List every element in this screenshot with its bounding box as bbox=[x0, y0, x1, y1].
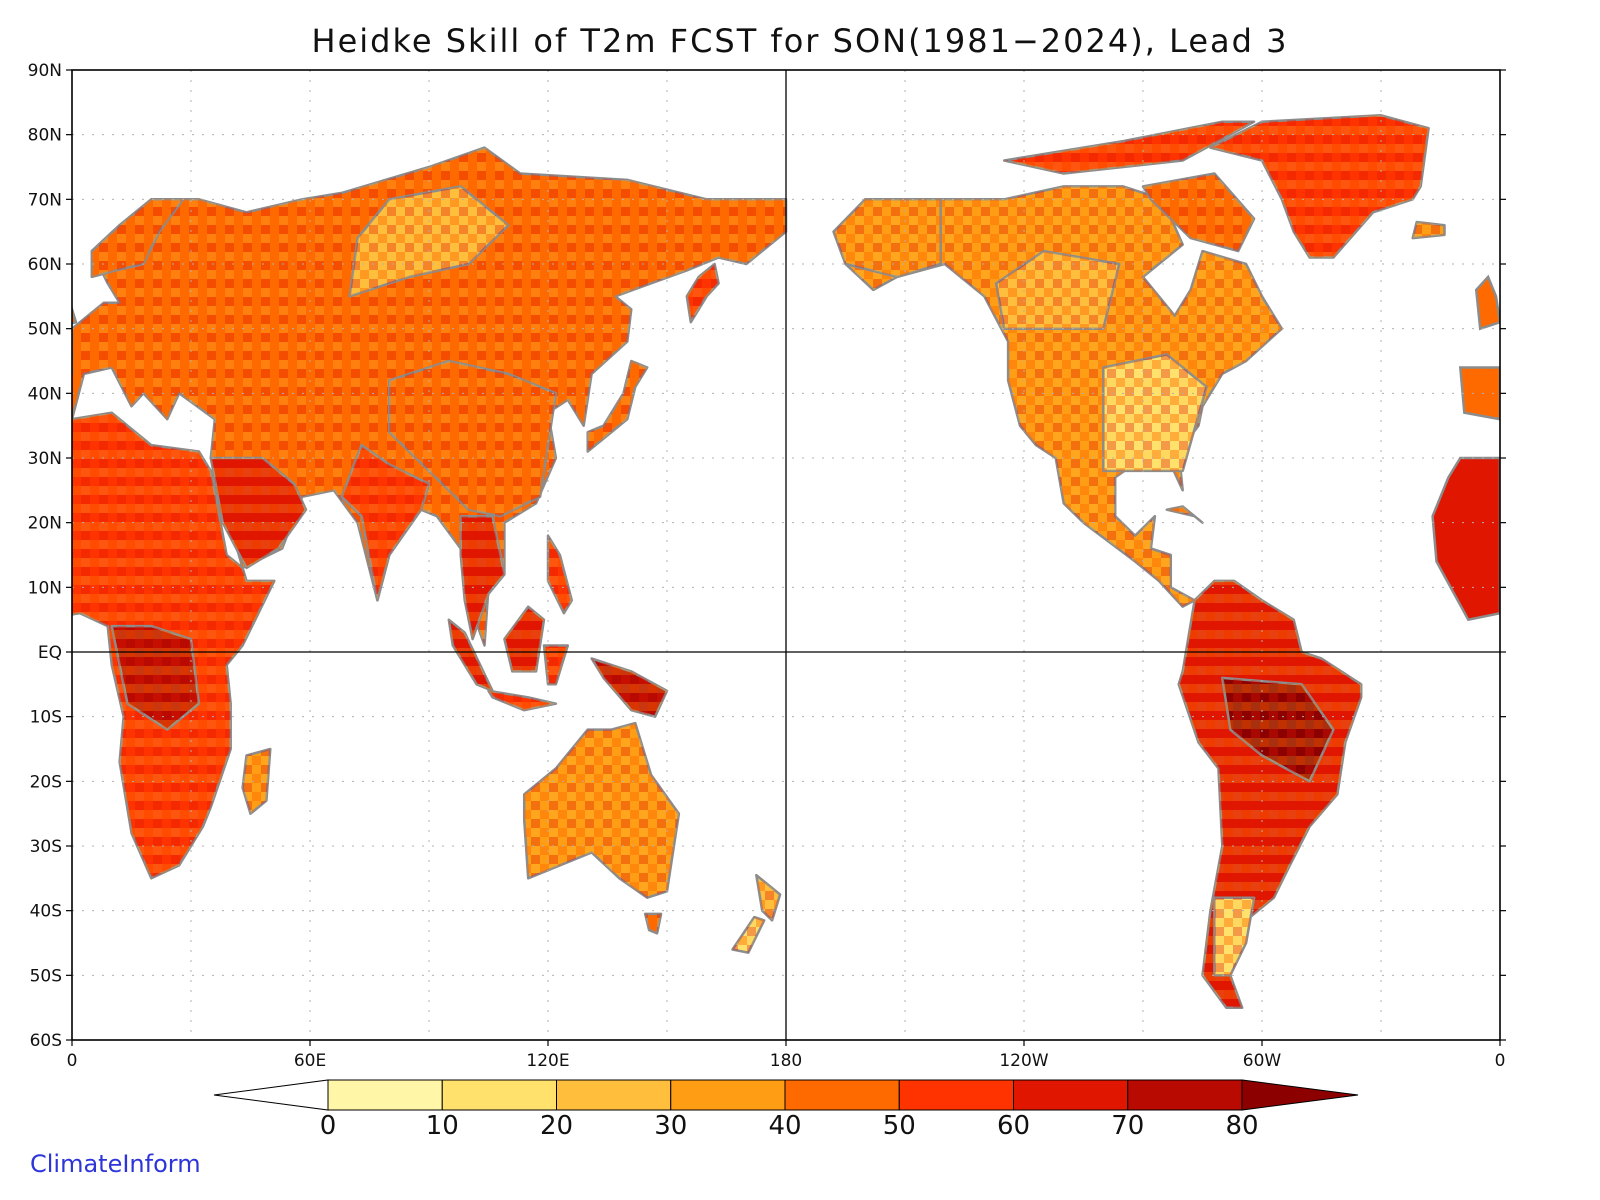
sulawesi-texture bbox=[544, 645, 568, 685]
scandinavia-texture bbox=[91, 199, 184, 277]
lat-tick-label: 30N bbox=[28, 449, 62, 469]
canada-center-texture bbox=[996, 251, 1120, 329]
greenland-texture bbox=[1210, 115, 1429, 258]
europe-wrap bbox=[1458, 366, 1500, 421]
lat-tick-label: 60S bbox=[30, 1031, 62, 1051]
colorbar-label: 50 bbox=[883, 1111, 916, 1141]
lat-tick-label: 10N bbox=[28, 578, 62, 598]
colorbar-label: 0 bbox=[320, 1111, 337, 1141]
colorbar-box bbox=[898, 1079, 1014, 1111]
lat-tick-label: 40S bbox=[30, 902, 62, 922]
africa-wrap bbox=[1431, 456, 1500, 622]
baffin-texture bbox=[1143, 173, 1255, 252]
colorbar-box bbox=[670, 1079, 786, 1111]
new-guinea-texture bbox=[591, 658, 667, 717]
north-america-texture bbox=[833, 186, 1282, 607]
lon-tick-label: 120E bbox=[526, 1051, 569, 1071]
lon-tick-label: 60E bbox=[294, 1051, 326, 1071]
patagonia-texture bbox=[1214, 897, 1255, 976]
colorbar-label: 10 bbox=[426, 1111, 459, 1141]
lon-tick-label: 180 bbox=[770, 1051, 802, 1071]
usa-east-texture bbox=[1103, 354, 1207, 471]
colorbar-box bbox=[556, 1079, 672, 1111]
colorbar-label: 60 bbox=[997, 1111, 1030, 1141]
philippines-texture bbox=[548, 535, 572, 614]
map-title: Heidke Skill of T2m FCST for SON(1981−20… bbox=[311, 22, 1289, 60]
britain-texture bbox=[72, 309, 76, 324]
india-texture bbox=[341, 445, 429, 601]
lat-tick-label: 20S bbox=[30, 772, 62, 792]
arabia-texture bbox=[210, 458, 306, 568]
colorbar-label: 70 bbox=[1111, 1111, 1144, 1141]
lat-tick-label: 50S bbox=[30, 966, 62, 986]
lon-tick-label: 0 bbox=[1495, 1051, 1506, 1071]
lat-tick-label: 40N bbox=[28, 384, 62, 404]
new-zealand-s-texture bbox=[732, 917, 765, 953]
axis-ticks: 90N 80N 70N 60N 50N 40N 30N 20N 10N EQ 10S 20S 30S 40… bbox=[28, 61, 1506, 1071]
lat-tick-label: 30S bbox=[30, 837, 62, 857]
arctic-isles-texture bbox=[1004, 121, 1255, 174]
lon-tick-label: 120W bbox=[999, 1051, 1048, 1071]
graticule bbox=[72, 70, 1500, 1040]
colorbar-max-arrow bbox=[1241, 1079, 1359, 1111]
colorbar-box bbox=[784, 1079, 900, 1111]
colorbar-box bbox=[1127, 1079, 1243, 1111]
japan-texture bbox=[587, 361, 648, 452]
borneo-texture bbox=[504, 606, 544, 672]
colorbar-box bbox=[441, 1079, 557, 1111]
indochina-texture bbox=[460, 516, 505, 640]
colorbar-box bbox=[1013, 1079, 1129, 1111]
credit-text: ClimateInform bbox=[30, 1150, 201, 1178]
lat-tick-label: 80N bbox=[28, 126, 62, 146]
cuba-texture bbox=[1166, 506, 1203, 523]
colorbar-label: 40 bbox=[768, 1111, 801, 1141]
colorbar-label: 80 bbox=[1225, 1111, 1258, 1141]
lat-tick-label: 50N bbox=[28, 320, 62, 340]
lat-tick-label: 60N bbox=[28, 255, 62, 275]
lat-tick-label: 10S bbox=[30, 708, 62, 728]
china-texture bbox=[389, 361, 556, 517]
australia-texture bbox=[524, 723, 679, 898]
sakhalin-kamchatka-texture bbox=[686, 264, 719, 323]
colorbar-box bbox=[327, 1079, 443, 1111]
madagascar-texture bbox=[242, 749, 271, 814]
britain-wrap bbox=[1474, 274, 1500, 331]
lat-tick-label: 70N bbox=[28, 190, 62, 210]
lat-tick-label: EQ bbox=[38, 643, 62, 663]
colorbar-label: 30 bbox=[654, 1111, 687, 1141]
colorbar: 0 10 20 30 40 50 60 70 80 bbox=[213, 1079, 1359, 1141]
lat-tick-label: 90N bbox=[28, 61, 62, 81]
land-masses bbox=[72, 114, 1500, 1009]
new-zealand-n-texture bbox=[756, 875, 781, 921]
colorbar-min-arrow bbox=[213, 1079, 329, 1111]
lon-tick-label: 0 bbox=[67, 1051, 78, 1071]
java-texture bbox=[488, 690, 556, 711]
lat-tick-label: 20N bbox=[28, 514, 62, 534]
sumatra-texture bbox=[448, 619, 493, 691]
lon-tick-label: 60W bbox=[1243, 1051, 1282, 1071]
amazon-core-texture bbox=[1222, 677, 1334, 782]
tasmania-texture bbox=[645, 913, 662, 934]
colorbar-label: 20 bbox=[540, 1111, 573, 1141]
iceland-texture bbox=[1412, 222, 1445, 239]
alaska-texture bbox=[833, 199, 941, 277]
